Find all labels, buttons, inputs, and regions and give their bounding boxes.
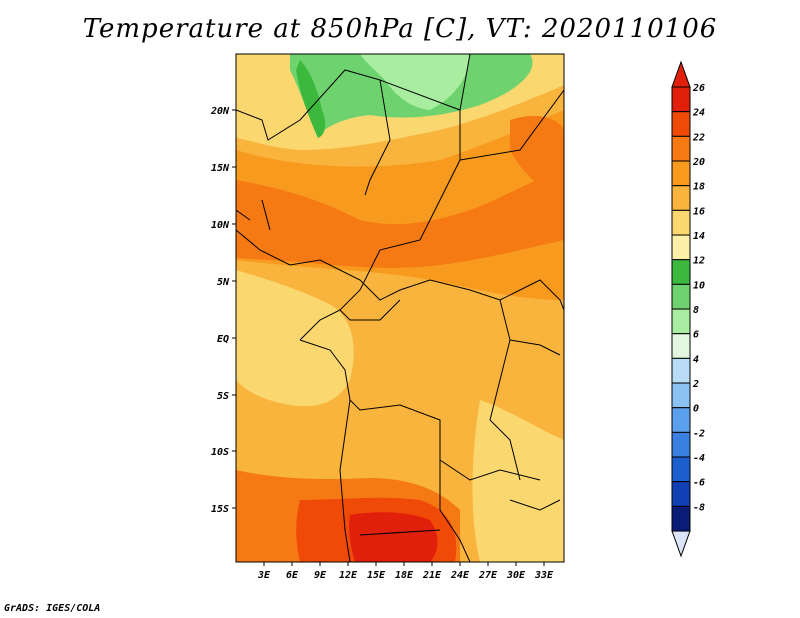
- lat-axis: 20N 15N 10N 5N EQ 5S 10S 15S: [210, 106, 236, 515]
- legend-top-triangle: [671, 60, 691, 88]
- legend-color-box: [671, 357, 691, 384]
- field-16-west: [236, 270, 354, 407]
- legend-label: 8: [693, 305, 699, 316]
- legend-label: -8: [693, 502, 705, 513]
- legend-color-box: [671, 382, 691, 409]
- lon-label: 24E: [450, 570, 470, 581]
- legend-color-box: [671, 333, 691, 359]
- legend-color-box: [671, 481, 691, 507]
- field-12-north: [296, 60, 326, 138]
- legend-bottom-triangle: [671, 530, 691, 558]
- lon-label: 18E: [395, 570, 414, 581]
- legend-label: 20: [692, 157, 705, 168]
- legend-color-box: [671, 283, 691, 310]
- lon-label: 12E: [339, 570, 358, 581]
- lon-axis: 3E 6E 9E 12E 15E 18E 21E 24E 27E 30E 33E: [257, 562, 554, 581]
- lon-label: 33E: [534, 570, 554, 581]
- map-title: Temperature at 850hPa [C], VT: 202011010…: [82, 14, 718, 44]
- legend-label: 2: [692, 379, 699, 390]
- legend-color-box: [671, 456, 691, 483]
- field-8-north: [360, 54, 470, 110]
- legend-label: 10: [693, 280, 705, 291]
- lon-label: 9E: [314, 570, 327, 581]
- legend-color-box: [671, 234, 691, 261]
- lon-label: 3E: [257, 570, 271, 581]
- lat-label: 15S: [211, 504, 229, 515]
- legend-color-box: [671, 431, 691, 458]
- legend-label: 24: [692, 108, 705, 119]
- lat-label: 5S: [217, 391, 229, 402]
- lat-label: 10S: [211, 447, 229, 458]
- lat-label: 5N: [217, 277, 230, 288]
- field-22-north: [236, 170, 564, 268]
- lon-label: 15E: [367, 570, 386, 581]
- field-22-east: [510, 115, 564, 200]
- field-18-south: [236, 400, 380, 479]
- legend-color-box: [671, 407, 691, 433]
- legend-color-box: [671, 308, 691, 335]
- legend-color-box: [671, 135, 691, 162]
- legend-color-box: [671, 160, 691, 187]
- legend-label: -6: [693, 478, 705, 489]
- field-26-south: [349, 512, 438, 562]
- legend-label: -2: [693, 428, 705, 439]
- lat-label: 10N: [211, 220, 230, 231]
- legend-color-box: [671, 185, 691, 211]
- country-borders: [236, 54, 564, 562]
- lat-label: 15N: [211, 163, 230, 174]
- legend-label: 18: [693, 182, 705, 193]
- legend-label: 12: [693, 256, 705, 267]
- legend-color-box: [671, 259, 691, 285]
- legend-label: 14: [693, 231, 705, 242]
- temperature-field: [236, 54, 564, 562]
- legend-label: 6: [693, 330, 699, 341]
- legend-label: -4: [693, 453, 705, 464]
- grads-credit: GrADS: IGES/COLA: [4, 603, 101, 614]
- legend-label: 16: [693, 206, 705, 217]
- lon-label: 30E: [506, 570, 526, 581]
- legend-color-box: [671, 505, 691, 532]
- map-frame: [235, 53, 565, 563]
- legend-label: 26: [692, 83, 705, 94]
- lat-label: 20N: [210, 106, 230, 117]
- lon-label: 6E: [286, 570, 299, 581]
- legend-label: 0: [693, 404, 699, 415]
- legend-color-box: [671, 111, 691, 137]
- legend-color-box: [671, 86, 691, 113]
- lon-label: 21E: [422, 570, 442, 581]
- legend-color-box: [671, 209, 691, 236]
- field-16-southeast: [472, 400, 564, 562]
- legend-label: 22: [692, 132, 705, 143]
- lon-label: 27E: [478, 570, 498, 581]
- lat-label: EQ: [217, 334, 229, 345]
- legend-label: 4: [693, 354, 699, 365]
